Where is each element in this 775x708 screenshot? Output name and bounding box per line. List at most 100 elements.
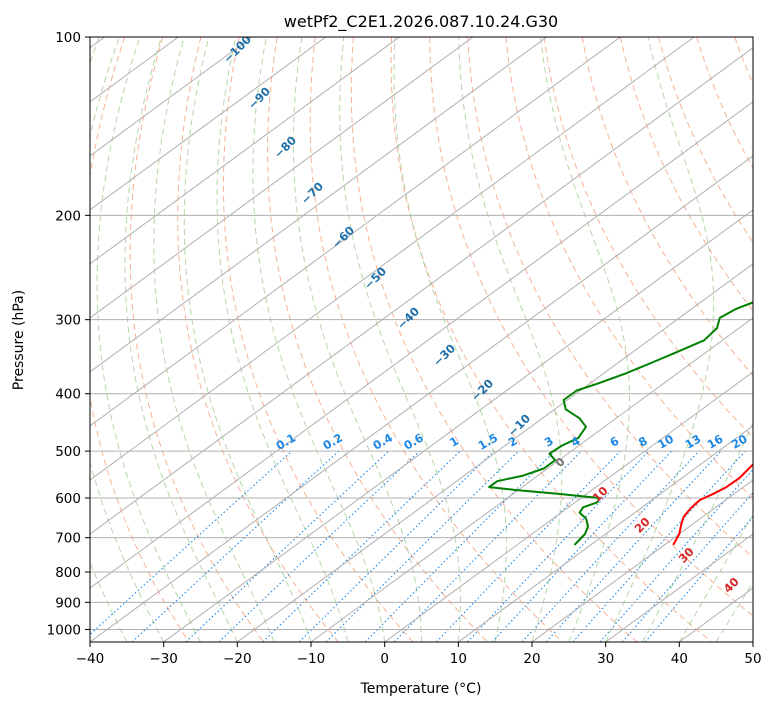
- dry-adiabat: [581, 37, 753, 377]
- dry-adiabat: [696, 37, 753, 170]
- isotherm-grid: [90, 37, 753, 642]
- y-axis-label: Pressure (hPa): [11, 290, 27, 390]
- mixing-ratio-line: [298, 450, 495, 642]
- moist-adiabat: [183, 37, 312, 642]
- y-tick-label: 400: [55, 387, 81, 403]
- mixing-ratio-label: 1: [447, 434, 461, 450]
- mixing-ratio-line: [325, 450, 520, 642]
- dry-adiabat: [429, 37, 753, 617]
- y-tick-label: 200: [55, 208, 81, 224]
- dry-adiabat: [619, 37, 753, 312]
- x-tick-label: 20: [523, 651, 540, 667]
- mixing-ratio-label: 16: [705, 432, 726, 452]
- mixing-ratio-line: [621, 492, 753, 642]
- mixing-ratio-label: 3: [542, 434, 556, 450]
- chart-title: wetPf2_C2E1.2026.087.10.24.G30: [284, 12, 558, 32]
- mixing-ratio-line: [644, 516, 753, 642]
- mixing-ratio-line: [364, 450, 556, 642]
- adiabat-label: −80: [271, 133, 299, 161]
- line-labels: 0.10.20.40.611.52346810131620253036−100−…: [220, 37, 775, 596]
- mixing-ratio-label: 6: [607, 434, 621, 450]
- dry-adiabat: [658, 37, 753, 244]
- adiabat-label: 30: [676, 545, 697, 566]
- dry-adiabat: [267, 37, 488, 642]
- mixing-ratio-line: [185, 450, 390, 642]
- mixing-ratio-line: [262, 450, 461, 642]
- moist-adiabat: [252, 37, 386, 642]
- x-tick-label: 10: [450, 651, 467, 667]
- mixing-ratio-line: [90, 450, 293, 636]
- mixing-ratio-line: [599, 468, 753, 642]
- adiabat-label: 40: [721, 575, 742, 596]
- mixing-ratio-label: 8: [636, 434, 650, 450]
- isotherm-line: [90, 101, 753, 589]
- isotherm-line: [237, 263, 753, 642]
- moist-adiabat: [605, 37, 715, 642]
- dry-adiabat: [90, 37, 190, 642]
- mixing-ratio-label: 1.5: [476, 430, 501, 452]
- adiabat-label: 20: [632, 515, 653, 536]
- isotherm-line: [384, 371, 753, 642]
- mixing-ratio-line: [521, 450, 700, 642]
- isobar-grid: [90, 37, 753, 630]
- adiabat-label: −20: [468, 376, 496, 404]
- isotherm-line: [605, 533, 753, 642]
- mixing-ratio-label: 25: [754, 432, 775, 452]
- dry-adiabat: [505, 37, 753, 499]
- adiabat-label: −70: [298, 179, 326, 207]
- sounding-series: [488, 301, 753, 546]
- plot-frame: [89, 36, 754, 643]
- dry-adiabat: [467, 37, 753, 558]
- x-tick-label: −30: [149, 651, 178, 667]
- dry-adiabat: [223, 37, 414, 642]
- isotherm-line: [90, 37, 695, 481]
- moist-adiabat: [124, 37, 238, 642]
- moist-adiabat: [90, 37, 165, 642]
- dry-adiabat: [309, 37, 563, 642]
- isotherm-line: [458, 425, 753, 642]
- mixing-ratio-line: [218, 450, 420, 642]
- x-tick-label: −10: [297, 651, 326, 667]
- y-tick-label: 600: [55, 491, 81, 507]
- x-axis-ticks: −40 −30 −20 −10 0 10 20 30 40 50: [76, 642, 762, 667]
- dry-adiabat: [350, 37, 638, 642]
- isotherm-line: [90, 47, 753, 535]
- dry-adiabat: [129, 37, 264, 642]
- mixing-ratio-label: 0.1: [274, 430, 299, 452]
- isotherm-line: [90, 155, 753, 642]
- x-tick-label: 30: [597, 651, 614, 667]
- y-tick-label: 900: [55, 595, 81, 611]
- mixing-ratio-label: 20: [729, 432, 750, 452]
- isotherm-line: [163, 209, 753, 642]
- moist-adiabat: [540, 37, 630, 642]
- y-tick-label: 100: [55, 30, 81, 46]
- y-tick-label: 500: [55, 444, 81, 460]
- moist-adiabat: [90, 37, 128, 642]
- isotherm-line: [752, 641, 753, 642]
- isotherm-line: [310, 317, 753, 642]
- y-axis-ticks: 100 200 300 400 500 600 700 800 900 1000: [47, 30, 90, 638]
- mixing-ratio-line: [572, 450, 746, 642]
- isotherm-line: [90, 37, 621, 427]
- mixing-ratio-label: 13: [682, 432, 703, 452]
- isotherm-line: [90, 37, 327, 211]
- x-tick-label: 40: [671, 651, 688, 667]
- moist-adiabat: [96, 37, 201, 642]
- x-tick-label: −20: [223, 651, 252, 667]
- temperature-profile: [672, 463, 753, 546]
- moist-adiabat: [292, 37, 422, 642]
- y-tick-label: 300: [55, 313, 81, 329]
- dewpoint-profile: [488, 301, 753, 546]
- adiabat-label: 10: [590, 484, 611, 505]
- mixing-ratio-line: [467, 450, 650, 642]
- dry-adiabat: [390, 37, 713, 642]
- plot-area: 0.10.20.40.611.52346810131620253036−100−…: [90, 37, 775, 642]
- x-tick-label: 0: [380, 651, 389, 667]
- mixing-ratio-label: 0.2: [320, 430, 345, 452]
- mixing-ratio-line: [436, 450, 621, 642]
- isotherm-line: [90, 37, 474, 319]
- isotherm-line: [531, 479, 753, 642]
- mixing-ratio-label: 10: [655, 432, 676, 452]
- mixing-ratio-line: [545, 450, 722, 642]
- y-tick-label: 1000: [47, 622, 81, 638]
